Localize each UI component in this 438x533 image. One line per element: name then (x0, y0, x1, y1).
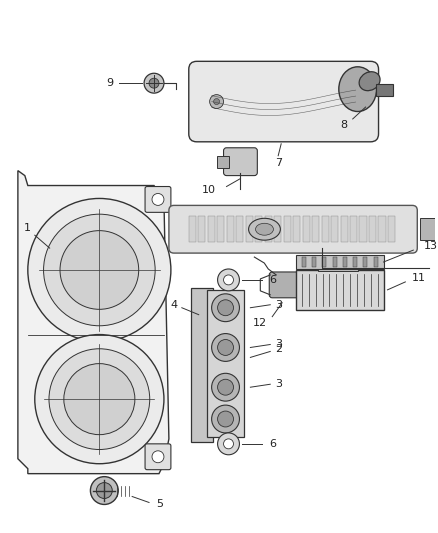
Bar (420, 219, 438, 240)
Bar (191, 288, 212, 442)
Bar (296, 270, 384, 310)
Ellipse shape (339, 67, 377, 111)
Polygon shape (18, 171, 169, 474)
Circle shape (90, 477, 118, 504)
Circle shape (212, 334, 240, 361)
Circle shape (218, 340, 233, 356)
Text: 3: 3 (275, 300, 282, 310)
Text: 4: 4 (170, 300, 177, 310)
Bar (236, 216, 243, 242)
Bar (217, 156, 229, 168)
FancyBboxPatch shape (145, 444, 171, 470)
Bar (293, 216, 300, 242)
Circle shape (28, 198, 171, 342)
Circle shape (334, 259, 342, 267)
Text: 6: 6 (270, 275, 277, 285)
Circle shape (49, 349, 150, 449)
Circle shape (218, 433, 240, 455)
Bar (364, 257, 367, 267)
Circle shape (149, 78, 159, 88)
Bar (333, 257, 337, 267)
Bar (303, 216, 310, 242)
Text: 12: 12 (253, 318, 267, 328)
Bar (375, 84, 393, 96)
Bar (360, 216, 367, 242)
Circle shape (218, 300, 233, 316)
Bar (312, 216, 319, 242)
Circle shape (152, 451, 164, 463)
Circle shape (218, 379, 233, 395)
Bar (331, 216, 338, 242)
Circle shape (152, 193, 164, 205)
Circle shape (344, 95, 358, 109)
Bar (208, 216, 215, 242)
Bar (296, 255, 384, 269)
FancyBboxPatch shape (269, 272, 303, 298)
Text: 3: 3 (275, 340, 282, 350)
Bar (198, 216, 205, 242)
Bar (353, 257, 357, 267)
Bar (322, 257, 326, 267)
Bar (388, 216, 395, 242)
Bar (189, 216, 196, 242)
Text: 9: 9 (107, 78, 114, 88)
Bar (369, 216, 376, 242)
Bar (246, 216, 253, 242)
Text: 10: 10 (201, 185, 215, 196)
Circle shape (223, 275, 233, 285)
Bar (255, 216, 262, 242)
FancyBboxPatch shape (223, 148, 258, 175)
Text: 2: 2 (275, 344, 282, 354)
Bar (265, 216, 272, 242)
Circle shape (144, 73, 164, 93)
Text: 7: 7 (275, 158, 282, 168)
Circle shape (223, 439, 233, 449)
Text: 11: 11 (412, 273, 426, 283)
Bar (378, 216, 385, 242)
Circle shape (96, 482, 112, 498)
Circle shape (212, 294, 240, 321)
FancyBboxPatch shape (169, 205, 417, 253)
Bar (318, 256, 358, 271)
Bar (340, 216, 348, 242)
Circle shape (35, 335, 164, 464)
Circle shape (214, 99, 219, 104)
Circle shape (210, 95, 223, 109)
FancyBboxPatch shape (189, 61, 378, 142)
Bar (274, 216, 281, 242)
Ellipse shape (249, 219, 280, 240)
Circle shape (218, 411, 233, 427)
Text: 6: 6 (270, 439, 277, 449)
Ellipse shape (255, 223, 273, 235)
Text: 1: 1 (25, 223, 32, 233)
Bar (284, 216, 291, 242)
Circle shape (218, 269, 240, 291)
Circle shape (212, 373, 240, 401)
Ellipse shape (359, 72, 380, 91)
Text: 3: 3 (275, 379, 282, 389)
Text: 13: 13 (424, 241, 438, 251)
Bar (227, 216, 234, 242)
Circle shape (60, 231, 139, 309)
Bar (374, 257, 378, 267)
Text: 8: 8 (340, 120, 347, 130)
Text: 5: 5 (156, 499, 163, 510)
Circle shape (212, 405, 240, 433)
Bar (312, 257, 316, 267)
Circle shape (64, 364, 135, 434)
FancyBboxPatch shape (145, 187, 171, 212)
Circle shape (43, 214, 155, 326)
Bar (207, 290, 244, 437)
Bar (217, 216, 224, 242)
Bar (302, 257, 306, 267)
Bar (343, 257, 347, 267)
Bar (350, 216, 357, 242)
Bar (321, 216, 328, 242)
Circle shape (348, 99, 354, 104)
